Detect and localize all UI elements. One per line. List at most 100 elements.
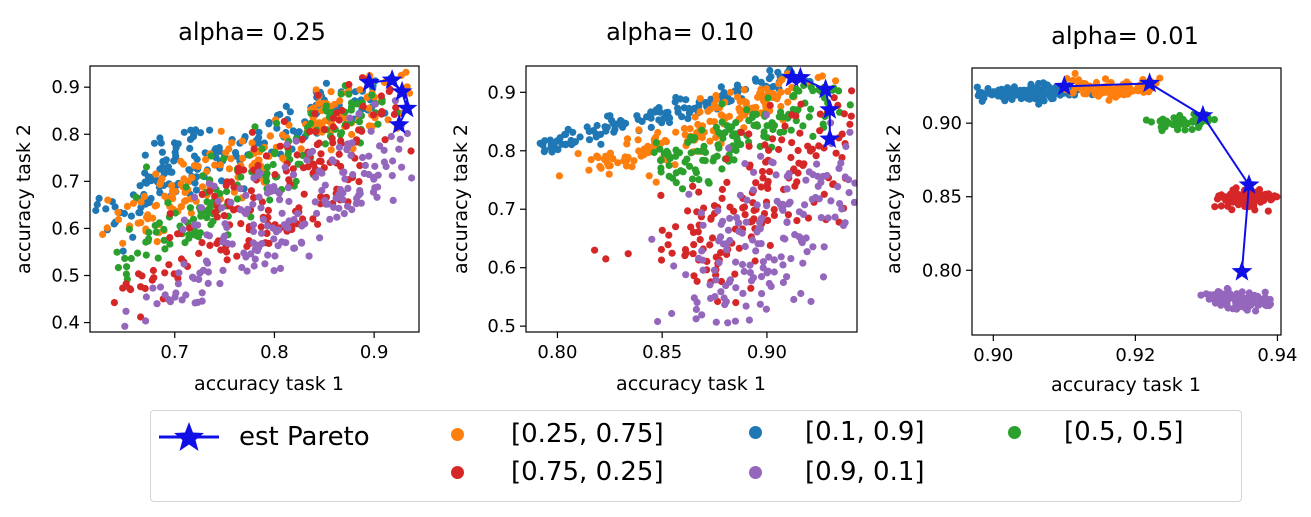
data-point xyxy=(1254,293,1262,301)
data-point xyxy=(301,220,309,228)
data-point xyxy=(257,223,265,231)
data-point xyxy=(569,128,577,136)
data-point xyxy=(819,172,827,180)
data-point xyxy=(371,100,379,108)
data-point xyxy=(757,240,765,248)
data-point xyxy=(280,117,288,126)
data-point xyxy=(347,151,355,160)
data-point xyxy=(770,256,778,264)
data-point xyxy=(1112,93,1120,101)
x-tick-label: 0.94 xyxy=(1257,345,1297,366)
data-point xyxy=(396,135,404,143)
data-point xyxy=(290,244,298,252)
data-point xyxy=(717,288,725,296)
data-point xyxy=(198,190,206,198)
data-point xyxy=(129,199,138,207)
data-point xyxy=(768,119,776,127)
data-point xyxy=(813,160,821,168)
data-point xyxy=(203,214,211,222)
data-point xyxy=(715,259,723,267)
data-point xyxy=(348,130,356,139)
data-point xyxy=(207,152,215,160)
data-point xyxy=(304,163,312,171)
pareto-star xyxy=(819,98,841,119)
data-point xyxy=(263,222,272,230)
data-point xyxy=(172,144,180,152)
data-point xyxy=(137,313,145,321)
data-point xyxy=(768,158,776,166)
data-point xyxy=(278,209,286,217)
data-point xyxy=(1134,87,1142,95)
data-point xyxy=(365,152,373,160)
data-point xyxy=(145,235,153,243)
data-point xyxy=(164,163,172,171)
data-point xyxy=(329,123,337,131)
data-point xyxy=(1188,125,1196,134)
data-point xyxy=(389,196,397,204)
data-point xyxy=(723,246,731,254)
data-point xyxy=(298,239,306,247)
data-point xyxy=(1215,192,1223,200)
data-point xyxy=(723,178,731,186)
data-point xyxy=(698,133,706,142)
data-point xyxy=(547,144,555,152)
data-point xyxy=(180,260,188,268)
data-point xyxy=(305,252,313,260)
data-point xyxy=(225,165,233,173)
points-layer xyxy=(92,68,416,330)
data-point xyxy=(779,234,788,242)
data-point xyxy=(709,157,717,165)
y-tick-label: 0.5 xyxy=(51,266,80,287)
axis-ticks: 0.7 0.8 0.9 0.4 0.5 0.6 0.7 0.8 0.9 xyxy=(51,77,388,363)
data-point xyxy=(1165,119,1173,127)
data-point xyxy=(203,259,212,267)
data-point xyxy=(561,130,569,138)
data-point xyxy=(132,193,140,201)
data-point xyxy=(781,122,789,130)
data-point xyxy=(180,175,188,183)
data-point xyxy=(831,213,839,221)
data-point xyxy=(151,202,159,210)
data-point xyxy=(368,91,376,99)
data-point xyxy=(263,229,271,238)
data-point xyxy=(787,255,795,263)
data-point xyxy=(727,97,735,105)
data-point xyxy=(141,284,149,293)
data-point xyxy=(395,145,403,153)
data-point xyxy=(816,110,824,118)
data-point xyxy=(787,126,795,134)
data-point xyxy=(775,145,783,154)
data-point xyxy=(380,158,388,166)
data-point xyxy=(263,169,271,177)
data-point xyxy=(333,213,341,221)
data-point xyxy=(730,156,738,164)
data-point xyxy=(222,149,230,157)
data-point xyxy=(689,250,697,258)
chart-title: alpha= 0.25 xyxy=(178,18,326,46)
pareto-star xyxy=(819,128,841,148)
data-point xyxy=(186,144,194,152)
data-point xyxy=(650,148,658,157)
data-point xyxy=(1101,75,1110,83)
data-point xyxy=(748,236,757,244)
data-point xyxy=(110,299,118,307)
data-point xyxy=(740,86,748,94)
data-point xyxy=(696,236,704,244)
data-point xyxy=(348,139,356,147)
data-point xyxy=(783,218,791,227)
data-point xyxy=(262,177,271,185)
data-point xyxy=(121,322,129,330)
data-point xyxy=(814,182,822,190)
data-point xyxy=(145,198,153,207)
data-point xyxy=(206,208,214,216)
data-point xyxy=(645,172,653,180)
data-point xyxy=(576,133,584,141)
data-point xyxy=(779,261,787,269)
legend-label: [0.9, 0.1] xyxy=(805,457,925,487)
data-point xyxy=(1240,192,1248,200)
data-point xyxy=(699,221,707,229)
legend-item-075-025: [0.75, 0.25] xyxy=(451,457,664,487)
data-point xyxy=(140,192,148,201)
data-point xyxy=(312,128,320,136)
data-point xyxy=(197,204,205,212)
